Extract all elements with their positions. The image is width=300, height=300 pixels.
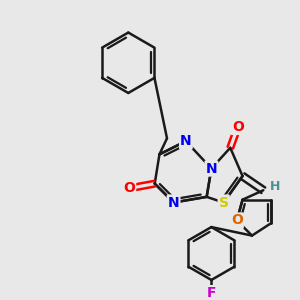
Text: N: N [206, 161, 217, 176]
Text: N: N [180, 134, 192, 148]
Text: O: O [232, 120, 244, 134]
Text: N: N [168, 196, 179, 209]
Text: H: H [269, 180, 280, 193]
Text: F: F [207, 286, 216, 300]
Text: O: O [123, 182, 135, 195]
Text: S: S [219, 196, 229, 209]
Text: O: O [231, 214, 243, 227]
